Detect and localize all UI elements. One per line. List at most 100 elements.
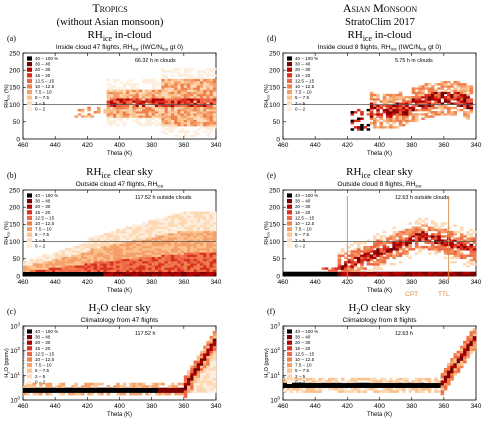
heatmap-cell xyxy=(360,382,364,386)
heatmap-cell xyxy=(402,98,406,101)
heatmap-cell xyxy=(142,267,146,270)
heatmap-cell xyxy=(48,260,53,264)
heatmap-cell xyxy=(190,222,194,225)
heatmap-cell xyxy=(389,263,393,266)
heatmap-cell xyxy=(405,100,409,103)
heatmap-cell xyxy=(170,74,175,77)
heatmap-cell xyxy=(23,390,27,393)
heatmap-cell xyxy=(466,89,470,92)
heatmap-cell xyxy=(212,333,217,337)
heatmap-cell xyxy=(170,252,175,255)
heatmap-cell xyxy=(164,85,169,88)
heatmap-cell xyxy=(183,113,188,116)
heatmap-cell xyxy=(283,385,287,388)
legend-label: 0 – 2 xyxy=(35,243,46,248)
heatmap-cell xyxy=(395,98,400,101)
heatmap-cell xyxy=(459,93,464,97)
heatmap-cell xyxy=(167,265,172,268)
heatmap-cell xyxy=(437,380,441,384)
legend-label: 30 – 40 xyxy=(295,199,311,204)
heatmap-cell xyxy=(450,106,454,110)
heatmap-cell xyxy=(103,387,107,391)
heatmap-cell xyxy=(113,237,117,240)
heatmap-cell xyxy=(408,106,412,110)
legend-swatch xyxy=(27,329,32,334)
heatmap-cell xyxy=(402,377,406,381)
heatmap-cell xyxy=(187,121,191,125)
heatmap-cell xyxy=(369,385,374,388)
heatmap-cell xyxy=(158,233,162,236)
heatmap-cell xyxy=(382,235,387,238)
heatmap-cell xyxy=(96,108,101,112)
heatmap-cell xyxy=(93,273,98,277)
heatmap-cell xyxy=(138,104,143,108)
heatmap-cell xyxy=(55,267,59,270)
heatmap-cell xyxy=(469,260,474,264)
heatmap-cell xyxy=(183,222,188,225)
heatmap-cell xyxy=(440,382,445,386)
legend-swatch xyxy=(287,340,292,345)
heatmap-cell xyxy=(161,273,165,277)
heatmap-cell xyxy=(434,111,438,114)
heatmap-cell xyxy=(119,106,124,110)
heatmap-cell xyxy=(469,111,474,114)
heatmap-cell xyxy=(145,119,149,123)
heatmap-cell xyxy=(142,269,146,272)
heatmap-cell xyxy=(116,96,120,99)
heatmap-cell xyxy=(385,273,390,277)
heatmap-cell xyxy=(421,248,425,251)
legend-swatch xyxy=(27,363,32,368)
heatmap-cell xyxy=(116,106,120,110)
x-axis-label: Theta (K) xyxy=(107,412,132,418)
heatmap-cell xyxy=(363,273,367,277)
heatmap-cell xyxy=(84,248,88,251)
heatmap-cell xyxy=(93,385,98,388)
heatmap-cell xyxy=(84,245,88,249)
heatmap-cell xyxy=(295,273,300,277)
heatmap-cell xyxy=(32,382,37,386)
heatmap-cell xyxy=(148,237,152,240)
heatmap-cell xyxy=(158,267,162,270)
heatmap-cell xyxy=(100,258,104,262)
heatmap-cell xyxy=(132,260,136,264)
text-part: (%) xyxy=(4,84,10,94)
heatmap-cell xyxy=(318,385,322,388)
heatmap-cell xyxy=(109,106,114,110)
heatmap-cell xyxy=(167,230,172,234)
heatmap-cell xyxy=(356,117,361,120)
heatmap-cell xyxy=(206,87,210,90)
heatmap-cell xyxy=(469,239,474,242)
heatmap-cell xyxy=(456,89,461,92)
heatmap-cell xyxy=(424,271,429,275)
heatmap-cell xyxy=(363,126,367,129)
heatmap-cell xyxy=(170,269,175,272)
heatmap-cell xyxy=(209,117,214,120)
heatmap-cell xyxy=(212,340,217,344)
heatmap-cell xyxy=(212,91,217,95)
heatmap-cell xyxy=(113,78,117,82)
heatmap-cell xyxy=(116,93,120,97)
heatmap-cell xyxy=(29,387,33,391)
heatmap-cell xyxy=(199,98,204,101)
heatmap-cell xyxy=(71,385,75,388)
heatmap-cell xyxy=(183,387,188,391)
heatmap-cell xyxy=(135,235,140,238)
heatmap-cell xyxy=(328,271,332,275)
heatmap-cell xyxy=(360,241,364,245)
heatmap-cell xyxy=(68,265,72,268)
heatmap-cell xyxy=(408,243,412,247)
heatmap-cell xyxy=(206,387,210,391)
heatmap-cell xyxy=(135,102,140,105)
heatmap-cell xyxy=(106,98,111,101)
heatmap-cell xyxy=(100,235,104,238)
heatmap-cell xyxy=(170,241,175,245)
heatmap-cell xyxy=(395,117,400,120)
heatmap-cell xyxy=(116,91,120,95)
heatmap-cell xyxy=(109,91,114,95)
heatmap-cell xyxy=(443,245,448,249)
heatmap-cell xyxy=(212,89,217,92)
heatmap-cell xyxy=(366,108,371,112)
legend-swatch xyxy=(27,210,32,215)
heatmap-cell xyxy=(373,390,377,393)
heatmap-cell xyxy=(148,239,152,242)
